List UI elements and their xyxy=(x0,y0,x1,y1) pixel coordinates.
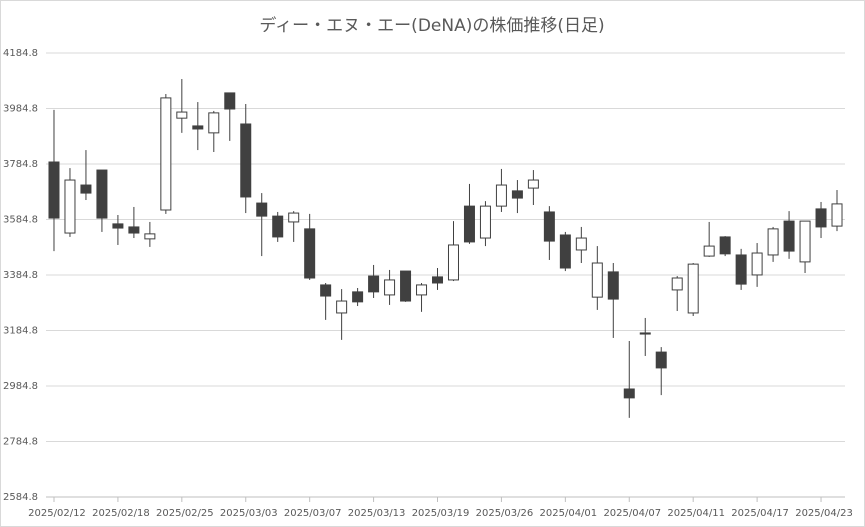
candle-body xyxy=(831,203,843,227)
candle-body xyxy=(607,271,619,300)
x-tick-label: 2025/03/07 xyxy=(284,508,342,519)
candle-body xyxy=(80,184,92,194)
x-tick-label: 2025/04/17 xyxy=(731,508,789,519)
candle-body xyxy=(559,234,571,269)
candle-body xyxy=(144,233,156,240)
candle-body xyxy=(687,263,699,314)
candle-body xyxy=(272,215,284,238)
candle-body xyxy=(655,351,667,369)
candle-body xyxy=(799,220,811,263)
x-tick-label: 2025/03/13 xyxy=(348,508,406,519)
y-tick-label: 2984.8 xyxy=(3,381,38,392)
x-tick-label: 2025/04/07 xyxy=(603,508,661,519)
candle-body xyxy=(623,388,635,399)
x-tick-label: 2025/02/12 xyxy=(28,508,86,519)
y-tick-label: 3184.8 xyxy=(3,326,38,337)
candle-body xyxy=(416,284,428,296)
candle-body xyxy=(64,179,76,234)
candle-body xyxy=(320,284,332,297)
candle-body xyxy=(288,212,300,223)
candle-body xyxy=(384,279,396,296)
candle-body xyxy=(783,220,795,252)
candle-body xyxy=(208,112,220,134)
y-tick-label: 2584.8 xyxy=(3,492,38,503)
candle-body xyxy=(511,190,523,199)
candle-body xyxy=(735,254,747,285)
x-tick-label: 2025/03/26 xyxy=(476,508,534,519)
candle-body xyxy=(479,205,491,239)
candle-body xyxy=(160,97,172,211)
candle-body xyxy=(639,332,651,335)
candle-body xyxy=(128,226,140,234)
candle-body xyxy=(703,245,715,257)
candle-body xyxy=(304,228,316,279)
candle-body xyxy=(368,275,380,293)
candle-body xyxy=(543,211,555,242)
x-tick-label: 2025/02/18 xyxy=(92,508,150,519)
candle-body xyxy=(527,179,539,189)
candle-body xyxy=(336,300,348,314)
y-tick-label: 3584.8 xyxy=(3,215,38,226)
candle-body xyxy=(495,184,507,207)
candle-body xyxy=(256,202,268,217)
candle-body xyxy=(671,277,683,291)
candle-body xyxy=(432,276,444,284)
x-tick-label: 2025/04/01 xyxy=(540,508,598,519)
y-tick-label: 3784.8 xyxy=(3,159,38,170)
y-tick-label: 4184.8 xyxy=(3,48,38,59)
x-tick-label: 2025/03/19 xyxy=(412,508,470,519)
y-tick-label: 3984.8 xyxy=(3,104,38,115)
candle-body xyxy=(400,270,412,302)
candle-body xyxy=(751,252,763,276)
candle-body xyxy=(240,123,252,198)
y-tick-label: 2784.8 xyxy=(3,437,38,448)
candle-body xyxy=(48,161,60,219)
x-tick-label: 2025/04/11 xyxy=(667,508,725,519)
y-tick-label: 3384.8 xyxy=(3,270,38,281)
candle-body xyxy=(447,244,459,281)
candle-body xyxy=(96,169,108,219)
candle-body xyxy=(463,205,475,243)
candle-body xyxy=(591,262,603,298)
x-tick-label: 2025/02/25 xyxy=(156,508,214,519)
chart-title: ディー・エヌ・エー(DeNA)の株価推移(日足) xyxy=(259,15,604,36)
candle-body xyxy=(767,228,779,256)
candle-body xyxy=(815,208,827,228)
candle-body xyxy=(112,223,124,229)
candle-body xyxy=(575,237,587,251)
candle-body xyxy=(176,111,188,119)
x-tick-label: 2025/03/03 xyxy=(220,508,278,519)
candle-body xyxy=(719,236,731,255)
candle-body xyxy=(352,291,364,303)
candle-body xyxy=(192,125,204,130)
candle-body xyxy=(224,92,236,110)
x-tick-label: 2025/04/23 xyxy=(795,508,853,519)
